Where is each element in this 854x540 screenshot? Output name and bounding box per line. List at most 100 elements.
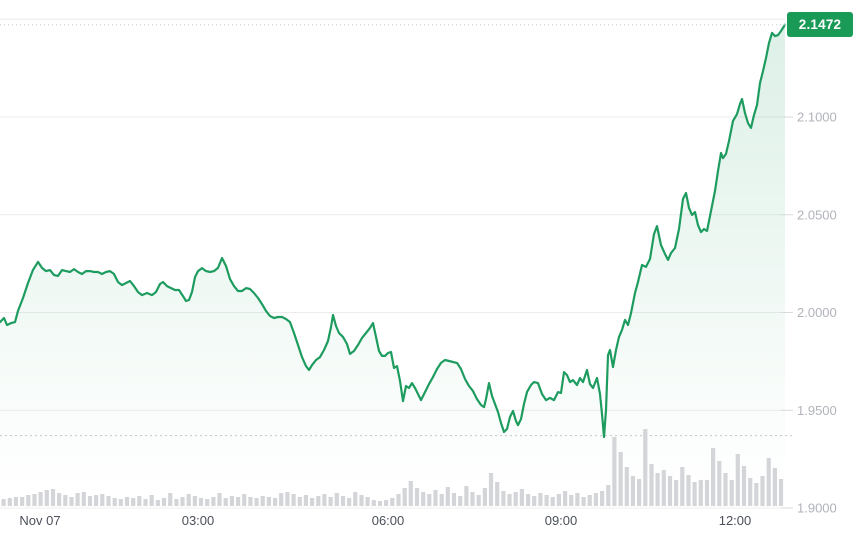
volume-bar: [100, 494, 105, 506]
volume-bar: [532, 496, 537, 506]
volume-bar: [328, 497, 333, 506]
volume-bar: [217, 493, 222, 506]
time-axis[interactable]: Nov 07 03:00 06:00 09:00 12:00: [19, 513, 751, 528]
volume-bar: [75, 493, 80, 506]
time-axis-label: 06:00: [372, 513, 405, 528]
volume-bar: [507, 494, 512, 506]
volume-bar: [526, 494, 531, 506]
volume-bar: [674, 480, 679, 506]
volume-bar: [550, 497, 555, 506]
volume-bar: [248, 497, 253, 506]
volume-bar: [186, 494, 191, 506]
volume-bar: [334, 493, 339, 506]
volume-bar: [384, 500, 389, 506]
volume-bar: [291, 494, 296, 506]
volume-bar: [310, 498, 315, 506]
volume-bar: [723, 473, 728, 506]
volume-bar: [124, 497, 130, 506]
volume-bar: [495, 482, 500, 506]
volume-bar: [69, 497, 74, 506]
volume-bar: [519, 489, 524, 506]
volume-bar: [303, 495, 308, 506]
volume-bar: [359, 495, 364, 506]
volume-bar: [347, 498, 352, 506]
volume-bar: [563, 491, 568, 506]
volume-bar: [322, 494, 327, 506]
volume-bar: [236, 497, 241, 506]
volume-bar: [414, 488, 420, 506]
volume-bar: [501, 491, 506, 506]
volume-bar: [192, 496, 197, 506]
area-fill: [0, 24, 785, 540]
volume-bar: [643, 429, 648, 506]
volume-bar: [544, 495, 549, 506]
price-axis-label: 1.9000: [797, 501, 837, 516]
volume-bar: [630, 476, 635, 506]
volume-bar: [661, 470, 666, 506]
volume-bar: [606, 485, 611, 506]
volume-bar: [729, 480, 734, 506]
last-price-badge: 2.1472: [787, 12, 853, 38]
price-axis[interactable]: 2.1000 2.0500 2.0000 1.9500 1.9000: [781, 110, 837, 516]
volume-bar: [38, 492, 43, 506]
time-axis-label: 12:00: [719, 513, 752, 528]
volume-bar: [168, 493, 173, 506]
volume-bar: [575, 493, 580, 506]
volume-bar: [57, 493, 62, 506]
volume-bar: [741, 466, 747, 506]
volume-bar: [229, 496, 234, 506]
price-axis-label: 1.9500: [797, 403, 837, 418]
volume-bar: [50, 489, 56, 506]
volume-bar: [143, 499, 148, 506]
volume-bar: [427, 494, 432, 506]
volume-bar: [26, 495, 31, 506]
price-axis-label: 2.0000: [797, 305, 837, 320]
volume-bar: [680, 467, 685, 506]
volume-bar: [600, 491, 605, 506]
volume-bar: [396, 494, 401, 506]
volume-bar: [254, 498, 259, 506]
volume-bar: [704, 480, 710, 506]
volume-bar: [513, 492, 518, 506]
volume-bar: [340, 496, 346, 506]
volume-bar: [581, 497, 586, 506]
volume-bar: [266, 497, 271, 506]
volume-bar: [377, 501, 383, 506]
volume-bar: [316, 496, 321, 506]
volume-bar: [439, 494, 444, 506]
volume-bar: [402, 488, 407, 506]
volume-bar: [63, 495, 68, 506]
time-axis-label: 03:00: [182, 513, 215, 528]
volume-bar: [748, 478, 753, 506]
volume-bar: [285, 492, 290, 506]
volume-bar: [174, 499, 179, 506]
volume-bar: [279, 493, 284, 506]
volume-bar: [766, 458, 771, 506]
volume-bar: [297, 497, 302, 506]
volume-bar: [618, 452, 623, 506]
volume-bar: [390, 498, 395, 506]
volume-bar: [371, 500, 376, 506]
volume-bar: [778, 479, 784, 506]
price-axis-label: 2.1000: [797, 110, 837, 125]
volume-bar: [13, 497, 18, 506]
volume-bar: [7, 498, 12, 506]
volume-bar: [587, 495, 592, 506]
volume-bar: [649, 464, 654, 506]
volume-bar: [760, 476, 765, 506]
volume-bar: [131, 498, 136, 506]
volume-bar: [470, 492, 475, 506]
volume-bar: [624, 467, 629, 506]
volume-bar: [556, 494, 561, 506]
price-axis-label: 2.0500: [797, 207, 837, 222]
volume-bar: [445, 487, 450, 506]
volume-bar: [211, 497, 216, 506]
volume-bar: [482, 488, 487, 506]
volume-bar: [242, 494, 247, 506]
volume-bar: [476, 495, 481, 506]
volume-bar: [711, 448, 716, 506]
volume-bar: [637, 479, 642, 506]
volume-bar: [692, 482, 697, 506]
